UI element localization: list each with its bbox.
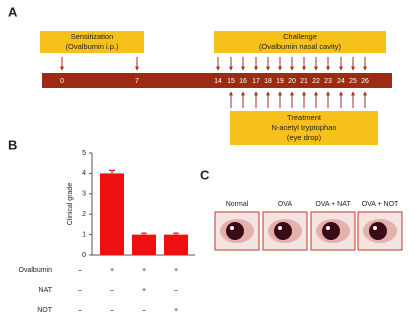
eye	[274, 222, 292, 240]
y-axis-label: Clinical grade	[67, 183, 74, 226]
y-tick-label: 0	[82, 252, 86, 259]
eye	[369, 222, 387, 240]
row-label: Ovalbumin	[19, 267, 53, 274]
day-label: 24	[337, 78, 345, 85]
box-title: Treatment	[287, 113, 322, 122]
y-tick-label: 2	[82, 211, 86, 218]
eye-glint	[373, 226, 377, 230]
day-label: 14	[214, 78, 222, 85]
sign: –	[78, 267, 82, 274]
box-text: (Ovalbumin nasal cavity)	[259, 42, 342, 51]
box-text: (Ovalbumin i.p.)	[66, 42, 119, 51]
sign: –	[78, 287, 82, 294]
day-label: 18	[264, 78, 272, 85]
challenge-box	[214, 31, 386, 53]
day-label: 7	[135, 78, 139, 85]
day-label: 21	[300, 78, 308, 85]
image-label: OVA + NAT	[315, 201, 351, 208]
error-bar	[109, 169, 115, 174]
day-label: 23	[324, 78, 332, 85]
box-title: Sensitization	[71, 32, 114, 41]
sign: –	[174, 287, 178, 294]
sensitization-box	[40, 31, 144, 53]
sign: –	[78, 307, 82, 314]
day-label: 22	[312, 78, 320, 85]
panel-label: C	[200, 167, 210, 182]
y-tick-label: 1	[82, 231, 86, 238]
row-label: NOT	[37, 307, 53, 314]
timeline-bar	[42, 73, 392, 88]
image-label: OVA + NOT	[362, 201, 399, 208]
row-label: NAT	[39, 287, 53, 294]
day-label: 25	[349, 78, 357, 85]
panel-label: A	[8, 4, 18, 19]
sign: –	[110, 287, 114, 294]
day-label: 26	[361, 78, 369, 85]
day-label: 0	[60, 78, 64, 85]
sign: –	[110, 307, 114, 314]
sign: +	[174, 267, 178, 274]
day-label: 20	[288, 78, 296, 85]
sign: +	[142, 267, 146, 274]
eye-glint	[230, 226, 234, 230]
y-tick-label: 4	[82, 170, 86, 177]
day-label: 15	[227, 78, 235, 85]
error-bar	[173, 232, 179, 235]
y-tick-label: 3	[82, 191, 86, 198]
day-label: 16	[239, 78, 247, 85]
box-text: (eye drop)	[287, 133, 322, 142]
day-label: 19	[276, 78, 284, 85]
bar	[100, 173, 124, 255]
bar	[132, 234, 156, 255]
eye-glint	[326, 226, 330, 230]
y-tick-label: 5	[82, 150, 86, 157]
eye	[322, 222, 340, 240]
box-title: Challenge	[283, 32, 317, 41]
image-label: OVA	[278, 201, 293, 208]
image-label: Normal	[226, 201, 249, 208]
treatment-box	[230, 111, 378, 145]
box-text: N-acetyl tryptophan	[271, 123, 336, 132]
sign: +	[174, 307, 178, 314]
sign: +	[110, 267, 114, 274]
eye	[226, 222, 244, 240]
bar	[164, 234, 188, 255]
error-bar	[141, 232, 147, 235]
sign: +	[142, 287, 146, 294]
day-label: 17	[252, 78, 260, 85]
sign: –	[142, 307, 146, 314]
eye-glint	[278, 226, 282, 230]
panel-label: B	[8, 137, 17, 152]
